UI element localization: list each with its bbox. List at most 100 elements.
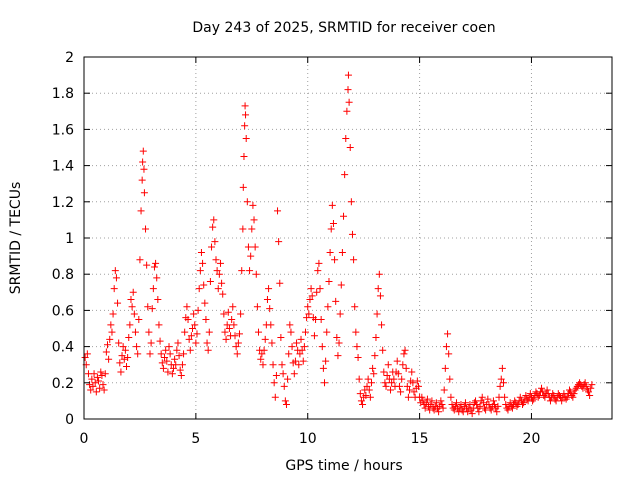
data-point [587, 384, 595, 392]
data-point [344, 71, 352, 79]
data-point [257, 355, 265, 363]
data-point [468, 410, 476, 418]
data-point [251, 243, 259, 251]
data-point [303, 314, 311, 322]
x-tick-label: 15 [411, 431, 429, 447]
data-point [201, 299, 209, 307]
data-point [147, 339, 155, 347]
data-point [570, 390, 578, 398]
data-point [335, 339, 343, 347]
data-point [210, 216, 218, 224]
data-point [571, 386, 579, 394]
data-point [479, 399, 487, 407]
data-point [187, 332, 195, 340]
data-point [154, 296, 162, 304]
data-point [427, 401, 435, 409]
y-tick-label: 2 [65, 50, 74, 66]
data-point [453, 399, 461, 407]
data-point [397, 388, 405, 396]
data-point [102, 348, 110, 356]
data-point [263, 296, 271, 304]
data-point [191, 321, 199, 329]
data-point [366, 393, 374, 401]
data-point [287, 328, 295, 336]
x-tick-label: 20 [523, 431, 541, 447]
data-point [288, 343, 296, 351]
x-tick-label: 5 [191, 431, 200, 447]
data-point [351, 303, 359, 311]
data-point [297, 335, 305, 343]
data-point [588, 381, 596, 389]
data-point [338, 248, 346, 256]
data-point [269, 361, 277, 369]
data-point [241, 122, 249, 130]
data-point [428, 397, 436, 405]
data-point [343, 107, 351, 115]
data-point [140, 189, 148, 197]
data-point [152, 259, 160, 267]
data-point [387, 386, 395, 394]
data-point [200, 281, 208, 289]
data-point [348, 230, 356, 238]
data-point [284, 375, 292, 383]
data-point [326, 248, 334, 256]
data-point [522, 391, 530, 399]
data-point [202, 315, 210, 323]
data-point [290, 370, 298, 378]
data-point [406, 386, 414, 394]
data-point [171, 355, 179, 363]
data-point [195, 285, 203, 293]
data-point [378, 321, 386, 329]
data-point [538, 384, 546, 392]
data-point [382, 382, 390, 390]
data-point [229, 303, 237, 311]
data-point [100, 386, 108, 394]
data-point [399, 361, 407, 369]
data-point [314, 267, 322, 275]
data-point [374, 285, 382, 293]
data-point [234, 339, 242, 347]
data-point [327, 225, 335, 233]
data-point [258, 350, 266, 358]
data-point [169, 364, 177, 372]
data-point [315, 259, 323, 267]
data-point [225, 325, 233, 332]
data-point [105, 355, 113, 363]
data-point [423, 395, 431, 403]
data-point [149, 285, 157, 293]
data-point [325, 277, 333, 285]
data-point [384, 361, 392, 369]
data-point [562, 395, 570, 403]
data-point [186, 346, 194, 354]
data-point [87, 386, 95, 394]
data-point [586, 391, 594, 399]
data-point [196, 267, 204, 275]
data-point [336, 310, 344, 318]
data-point [280, 382, 288, 390]
data-point [197, 248, 205, 256]
data-point [357, 397, 365, 405]
data-point [504, 406, 512, 414]
data-point [370, 370, 378, 378]
data-point [491, 401, 499, 409]
data-point [228, 315, 236, 323]
data-point [478, 393, 486, 401]
data-point [240, 153, 248, 161]
data-point [375, 270, 383, 278]
data-point [558, 397, 566, 405]
data-point [310, 332, 318, 340]
data-point [448, 401, 456, 409]
data-point [238, 267, 246, 275]
data-point [124, 353, 132, 361]
data-point [163, 357, 171, 365]
data-point [93, 373, 101, 381]
data-point [316, 285, 324, 293]
data-point [501, 393, 509, 401]
data-point [442, 343, 450, 351]
x-axis-label: GPS time / hours [285, 458, 402, 474]
data-point [356, 390, 364, 398]
data-point [308, 292, 316, 300]
data-point [306, 296, 314, 304]
data-point [265, 285, 273, 293]
